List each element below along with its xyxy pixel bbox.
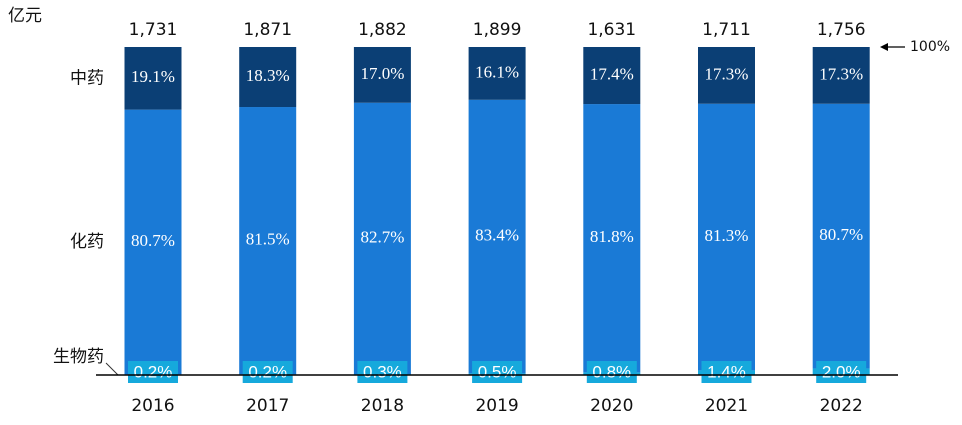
data-label: 82.7% bbox=[360, 227, 404, 246]
bar-segment bbox=[468, 99, 526, 374]
label-bg bbox=[128, 361, 178, 383]
label-bg bbox=[472, 361, 523, 383]
bar-segment bbox=[583, 47, 641, 105]
leader-line bbox=[105, 362, 119, 376]
total-label: 1,711 bbox=[702, 20, 751, 40]
data-label: 80.7% bbox=[131, 231, 175, 250]
x-tick-label: 2017 bbox=[246, 396, 289, 416]
data-label: 16.1% bbox=[475, 62, 519, 81]
data-label: 81.8% bbox=[590, 227, 634, 246]
data-label: 17.3% bbox=[705, 64, 749, 83]
bar-segment bbox=[583, 104, 641, 373]
legend-label: 生物药 bbox=[53, 347, 104, 367]
bar-segment bbox=[468, 47, 526, 100]
x-tick-label: 2019 bbox=[475, 396, 518, 416]
bar-segment bbox=[124, 109, 182, 375]
bar-segment bbox=[353, 102, 411, 375]
total-label: 1,756 bbox=[817, 20, 866, 40]
data-label: 17.3% bbox=[819, 64, 863, 83]
data-label: 17.0% bbox=[360, 64, 404, 83]
data-label: 1.4% bbox=[707, 362, 746, 381]
x-tick-label: 2016 bbox=[131, 396, 174, 416]
total-label: 1,731 bbox=[129, 20, 178, 40]
x-tick-label: 2020 bbox=[590, 396, 633, 416]
label-bg bbox=[242, 361, 293, 383]
total-label: 1,882 bbox=[358, 20, 407, 40]
bar-segment bbox=[353, 47, 411, 103]
legend-label: 中药 bbox=[70, 68, 104, 88]
bar-segment bbox=[812, 103, 870, 369]
bar-segment bbox=[698, 47, 755, 104]
label-bg bbox=[816, 361, 867, 383]
data-label: 0.3% bbox=[363, 362, 402, 381]
data-label: 81.5% bbox=[246, 230, 290, 249]
x-tick-label: 2022 bbox=[820, 396, 863, 416]
data-label: 0.5% bbox=[478, 362, 517, 381]
data-label: 17.4% bbox=[590, 64, 634, 83]
label-bg bbox=[357, 361, 408, 383]
data-label: 0.2% bbox=[248, 362, 287, 381]
y-unit: 亿元 bbox=[8, 6, 42, 26]
total-label: 1,631 bbox=[587, 20, 636, 40]
data-label: 80.7% bbox=[819, 225, 863, 244]
data-label: 83.4% bbox=[475, 225, 519, 244]
x-tick-label: 2018 bbox=[361, 396, 404, 416]
y-tick-label: 100% bbox=[910, 39, 950, 55]
data-label: 81.3% bbox=[705, 226, 749, 245]
arrow-head bbox=[880, 43, 888, 51]
bar-segment bbox=[239, 107, 297, 375]
bar-segment bbox=[239, 47, 297, 108]
total-label: 1,871 bbox=[243, 20, 292, 40]
data-label: 19.1% bbox=[131, 67, 175, 86]
data-label: 0.2% bbox=[134, 362, 173, 381]
data-label: 2.0% bbox=[822, 362, 861, 381]
x-tick-label: 2021 bbox=[705, 396, 748, 416]
total-label: 1,899 bbox=[473, 20, 522, 40]
label-bg bbox=[586, 361, 637, 383]
label-bg bbox=[701, 361, 752, 383]
data-label: 0.8% bbox=[592, 362, 631, 381]
bar-segment bbox=[124, 47, 182, 110]
bar-segment bbox=[812, 47, 870, 104]
legend-label: 化药 bbox=[70, 232, 104, 252]
bar-segment bbox=[698, 103, 755, 371]
data-label: 18.3% bbox=[246, 66, 290, 85]
